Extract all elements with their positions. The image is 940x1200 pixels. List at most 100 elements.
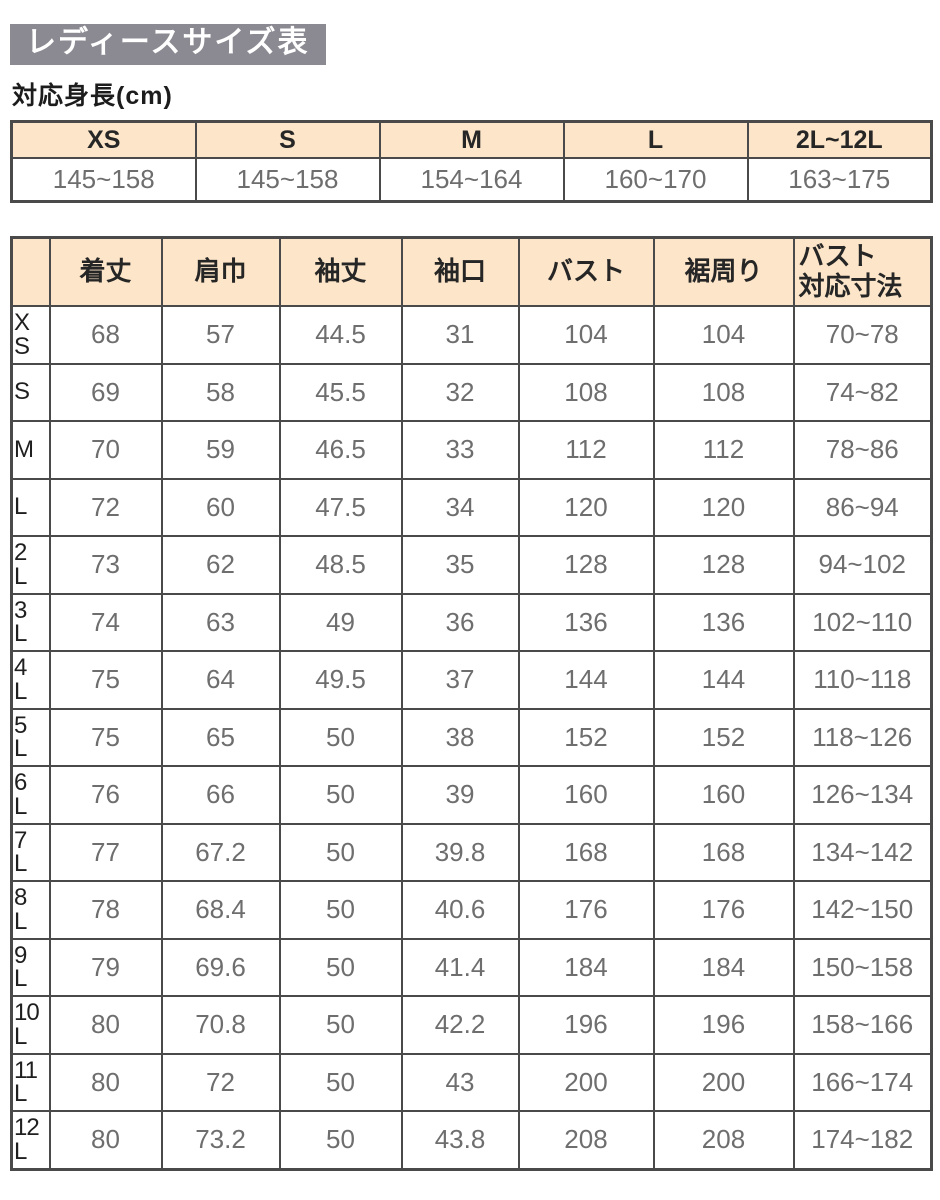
size-value-cell: 47.5 [278,477,403,537]
size-value-cell: 128 [517,535,655,595]
size-value-cell: 184 [652,937,795,997]
size-value-cell: 78~86 [792,420,933,480]
size-table: 着丈 肩巾 袖丈 袖口 バスト 裾周り バスト 対応寸法 X S 68 57 44.5 31 104 1… [10,236,933,1171]
size-row-7l: 7 L 77 67.2 50 39.8 168 168 134~142 [10,822,933,882]
size-value-cell: 150~158 [792,937,933,997]
size-value-cell: 104 [652,305,795,365]
size-value-cell: 144 [652,650,795,710]
size-value-cell: 49.5 [278,650,403,710]
size-value-cell: 75 [48,707,163,767]
size-value-cell: 110~118 [792,650,933,710]
size-value-cell: 33 [400,420,520,480]
size-value-cell: 68.4 [160,880,281,940]
size-table-body: X S 68 57 44.5 31 104 104 70~78 S 69 58 45.5 32 108 10… [10,305,933,1170]
size-value-cell: 158~166 [792,995,933,1055]
size-value-cell: 67.2 [160,822,281,882]
size-value-cell: 174~182 [792,1110,933,1170]
size-value-cell: 66 [160,765,281,825]
size-value-cell: 75 [48,650,163,710]
size-value-cell: 50 [278,937,403,997]
size-col-header: バスト [517,236,655,307]
size-value-cell: 176 [517,880,655,940]
size-value-cell: 108 [652,362,795,422]
size-row-label: 3 L [10,592,51,652]
height-table-caption: 対応身長(cm) [12,82,173,110]
page-title: レディースサイズ表 [10,24,326,65]
height-table-header-row: XS S M L 2L~12L [10,120,933,159]
size-value-cell: 142~150 [792,880,933,940]
size-value-cell: 128 [652,535,795,595]
size-value-cell: 41.4 [400,937,520,997]
size-value-cell: 50 [278,1110,403,1170]
size-row-l: L 72 60 47.5 34 120 120 86~94 [10,477,933,537]
height-col-header: M [378,120,565,159]
size-value-cell: 35 [400,535,520,595]
size-value-cell: 57 [160,305,281,365]
size-value-cell: 58 [160,362,281,422]
size-value-cell: 70~78 [792,305,933,365]
size-value-cell: 120 [652,477,795,537]
size-value-cell: 50 [278,707,403,767]
size-row-label: 6 L [10,765,51,825]
size-value-cell: 72 [160,1052,281,1112]
size-value-cell: 44.5 [278,305,403,365]
size-value-cell: 80 [48,1052,163,1112]
size-value-cell: 40.6 [400,880,520,940]
height-value-cell: 145~158 [194,157,381,203]
size-value-cell: 50 [278,765,403,825]
size-value-cell: 42.2 [400,995,520,1055]
height-value-cell: 154~164 [378,157,565,203]
size-col-header: 着丈 [48,236,163,307]
size-value-cell: 134~142 [792,822,933,882]
size-value-cell: 50 [278,822,403,882]
size-value-cell: 104 [517,305,655,365]
corner-cell [10,236,51,307]
size-value-cell: 73 [48,535,163,595]
height-col-header: XS [10,120,197,159]
size-value-cell: 78 [48,880,163,940]
size-col-header: 裾周り [652,236,795,307]
size-value-cell: 168 [517,822,655,882]
size-value-cell: 94~102 [792,535,933,595]
size-row-s: S 69 58 45.5 32 108 108 74~82 [10,362,933,422]
size-row-8l: 8 L 78 68.4 50 40.6 176 176 142~150 [10,880,933,940]
size-value-cell: 152 [652,707,795,767]
size-value-cell: 80 [48,995,163,1055]
size-row-label: 12 L [10,1110,51,1170]
size-row-3l: 3 L 74 63 49 36 136 136 102~110 [10,592,933,652]
height-value-cell: 160~170 [562,157,749,203]
size-value-cell: 208 [652,1110,795,1170]
size-value-cell: 70.8 [160,995,281,1055]
size-row-label: 10 L [10,995,51,1055]
height-col-header: L [562,120,749,159]
size-row-2l: 2 L 73 62 48.5 35 128 128 94~102 [10,535,933,595]
size-value-cell: 34 [400,477,520,537]
height-col-header: 2L~12L [746,120,933,159]
size-value-cell: 160 [652,765,795,825]
size-value-cell: 68 [48,305,163,365]
size-value-cell: 69 [48,362,163,422]
size-value-cell: 32 [400,362,520,422]
size-value-cell: 50 [278,995,403,1055]
size-value-cell: 112 [517,420,655,480]
size-table-header-row: 着丈 肩巾 袖丈 袖口 バスト 裾周り バスト 対応寸法 [10,236,933,307]
size-row-label: L [10,477,51,537]
size-row-label: S [10,362,51,422]
size-row-label: 9 L [10,937,51,997]
size-row-label: 5 L [10,707,51,767]
size-value-cell: 200 [652,1052,795,1112]
size-value-cell: 39.8 [400,822,520,882]
size-value-cell: 72 [48,477,163,537]
size-value-cell: 184 [517,937,655,997]
size-value-cell: 36 [400,592,520,652]
size-value-cell: 126~134 [792,765,933,825]
size-value-cell: 120 [517,477,655,537]
size-col-header: バスト 対応寸法 [792,236,933,307]
size-value-cell: 200 [517,1052,655,1112]
size-value-cell: 196 [652,995,795,1055]
size-value-cell: 60 [160,477,281,537]
size-value-cell: 102~110 [792,592,933,652]
size-value-cell: 49 [278,592,403,652]
size-value-cell: 108 [517,362,655,422]
